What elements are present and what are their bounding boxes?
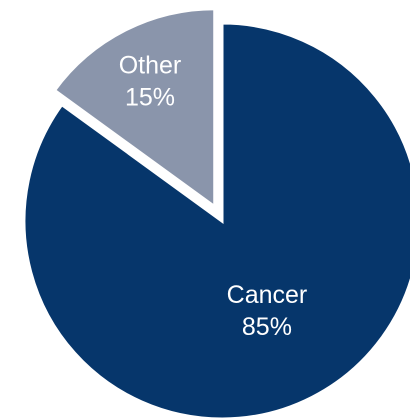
slice-label-other-percent: 15% bbox=[125, 84, 175, 112]
slice-label-other-name: Other bbox=[119, 52, 182, 80]
slice-label-cancer-percent: 85% bbox=[242, 313, 292, 341]
pie-labels: Cancer 85% Other 15% bbox=[119, 52, 307, 341]
pie-slice-other bbox=[52, 7, 217, 210]
slice-label-cancer-name: Cancer bbox=[227, 281, 308, 309]
pie-slices bbox=[22, 7, 410, 420]
pie-slice-cancer bbox=[22, 21, 410, 420]
